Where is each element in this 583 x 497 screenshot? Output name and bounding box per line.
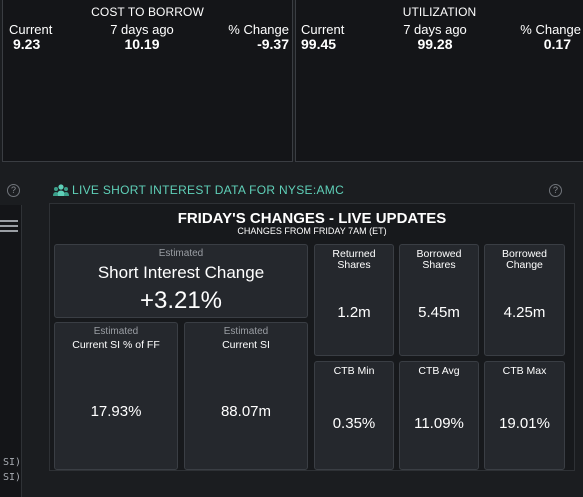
util-title: UTILIZATION [402, 5, 477, 19]
main-title: FRIDAY'S CHANGES - LIVE UPDATES [177, 210, 447, 227]
util-change: % Change 0.17 [520, 22, 581, 52]
current-si-ff-label: Current SI % of FF [72, 339, 160, 351]
rail-text-1: SI) [3, 457, 22, 468]
short-interest-change-value: +3.21% [139, 287, 223, 314]
ctb-max-value: 19.01% [499, 415, 550, 432]
util-current-value: 99.45 [301, 36, 337, 52]
ctb-min-label: CTB Min [333, 365, 375, 377]
ctb-min-card: CTB Min 0.35% [314, 361, 394, 470]
ctb-change-value: -9.37 [257, 36, 289, 52]
ctb-week-label: 7 days ago [110, 22, 174, 37]
ctb-change-label: % Change [228, 22, 289, 37]
borrowed-change-label-1: Borrowed [502, 248, 547, 260]
ctb-current: Current 9.23 [9, 22, 53, 52]
section-title: LIVE SHORT INTEREST DATA FOR NYSE:AMC [53, 183, 344, 197]
current-si-value: 88.07m [220, 403, 272, 420]
ctb-min-value: 0.35% [332, 415, 376, 432]
ctb-max-label: CTB Max [502, 365, 547, 377]
borrowed-change-value: 4.25m [503, 304, 546, 321]
ctb-avg-label: CTB Avg [418, 365, 460, 377]
util-week-value: 99.28 [417, 36, 453, 52]
current-si-card: Estimated Current SI 88.07m [184, 322, 308, 470]
estimated-label: Estimated [223, 326, 269, 337]
returned-shares-card: Returned Shares 1.2m [314, 244, 394, 356]
util-current: Current 99.45 [301, 22, 345, 52]
ctb-current-label: Current [9, 22, 53, 37]
short-interest-change-label: Short Interest Change [97, 263, 265, 282]
help-icon[interactable]: ? [7, 184, 20, 197]
borrowed-change-card: Borrowed Change 4.25m [484, 244, 565, 356]
utilization-panel: UTILIZATION Current 99.45 7 days ago 99.… [295, 0, 583, 162]
ctb-max-card: CTB Max 19.01% [484, 361, 565, 470]
util-change-label: % Change [520, 22, 581, 37]
cost-to-borrow-panel: COST TO BORROW Current 9.23 7 days ago 1… [2, 0, 293, 162]
estimated-label: Estimated [93, 326, 139, 337]
short-interest-change-card: Estimated Short Interest Change +3.21% [54, 244, 308, 318]
help-icon[interactable]: ? [549, 184, 562, 197]
left-rail: SI) SI) [0, 205, 22, 497]
hamburger-menu-icon[interactable] [0, 220, 18, 234]
returned-shares-value: 1.2m [337, 304, 371, 321]
util-week: 7 days ago 99.28 [400, 22, 470, 52]
returned-shares-label-1: Returned [332, 248, 376, 260]
borrowed-shares-label-1: Borrowed [416, 248, 462, 260]
estimated-label: Estimated [158, 248, 204, 259]
live-updates-panel: FRIDAY'S CHANGES - LIVE UPDATES CHANGES … [49, 203, 575, 471]
main-subtitle: CHANGES FROM FRIDAY 7AM (ET) [237, 226, 387, 236]
returned-shares-label-2: Shares [337, 259, 371, 271]
current-si-label: Current SI [222, 339, 270, 351]
borrowed-change-label-2: Change [506, 259, 543, 271]
ctb-avg-card: CTB Avg 11.09% [399, 361, 479, 470]
util-current-label: Current [301, 22, 345, 37]
rail-text-2: SI) [3, 472, 22, 483]
ctb-current-value: 9.23 [13, 36, 41, 52]
ctb-week: 7 days ago 10.19 [107, 22, 177, 52]
people-icon [53, 183, 69, 196]
section-title-text: LIVE SHORT INTEREST DATA FOR NYSE:AMC [72, 183, 345, 197]
ctb-title: COST TO BORROW [91, 5, 204, 19]
borrowed-shares-label-2: Shares [422, 259, 456, 271]
current-si-ff-value: 17.93% [90, 403, 142, 420]
borrowed-shares-card: Borrowed Shares 5.45m [399, 244, 479, 356]
borrowed-shares-value: 5.45m [418, 304, 460, 321]
ctb-avg-value: 11.09% [414, 415, 464, 432]
ctb-change: % Change -9.37 [228, 22, 289, 52]
util-week-label: 7 days ago [403, 22, 467, 37]
util-change-value: 0.17 [543, 36, 571, 52]
current-si-ff-card: Estimated Current SI % of FF 17.93% [54, 322, 178, 470]
ctb-week-value: 10.19 [124, 36, 160, 52]
